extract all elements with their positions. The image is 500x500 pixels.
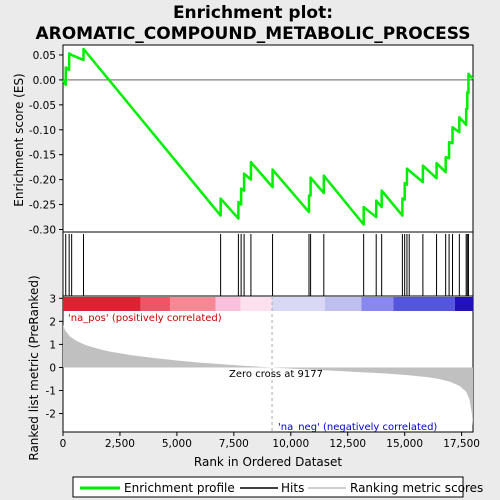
legend-box bbox=[72, 476, 464, 498]
x-tick-label-0: 0 bbox=[60, 438, 67, 450]
heatmap-segment-2 bbox=[170, 297, 216, 311]
zero-cross-label: Zero cross at 9177 bbox=[229, 369, 323, 380]
es-y-axis-label: Enrichment score (ES) bbox=[12, 73, 26, 206]
es-tick-label-5: -0.20 bbox=[29, 175, 56, 187]
es-tick-label-3: -0.10 bbox=[29, 125, 56, 137]
es-tick-label-4: -0.15 bbox=[29, 150, 56, 162]
heatmap-segment-6 bbox=[324, 297, 362, 311]
es-tick-label-0: 0.05 bbox=[33, 50, 56, 62]
heatmap-segment-8 bbox=[393, 297, 455, 311]
heatmap-segment-7 bbox=[361, 297, 394, 311]
x-tick-label-5: 12,500 bbox=[329, 438, 366, 450]
es-tick-label-1: 0.00 bbox=[33, 75, 56, 87]
hits-panel bbox=[62, 231, 474, 297]
ranking-metric-area bbox=[63, 296, 473, 432]
x-tick-label-1: 2,500 bbox=[105, 438, 135, 450]
metric-y-axis-label: Ranked list metric (PreRanked) bbox=[27, 275, 41, 460]
ranking-heatmap-bar bbox=[63, 297, 473, 311]
x-tick-label-7: 17,500 bbox=[443, 438, 480, 450]
metric-tick-label-5: -2 bbox=[46, 409, 56, 421]
pos-correlated-label: 'na_pos' (positively correlated) bbox=[68, 313, 222, 324]
chart-title-line-1: Enrichment plot: bbox=[173, 3, 333, 23]
x-axis-label: Rank in Ordered Dataset bbox=[194, 455, 342, 469]
es-tick-label-2: -0.05 bbox=[29, 100, 56, 112]
es-tick-label-6: -0.25 bbox=[29, 200, 56, 212]
es-line bbox=[61, 47, 474, 226]
x-tick-label-4: 10,000 bbox=[272, 438, 309, 450]
legend-hits-label: Hits bbox=[281, 481, 304, 495]
heatmap-segment-1 bbox=[140, 297, 171, 311]
metric-tick-label-2: 1 bbox=[49, 339, 56, 351]
heatmap-segment-4 bbox=[240, 297, 273, 311]
x-tick-label-6: 15,000 bbox=[386, 438, 423, 450]
heatmap-segment-9 bbox=[454, 297, 473, 311]
metric-tick-label-0: 3 bbox=[49, 293, 56, 305]
heatmap-segment-5 bbox=[272, 297, 325, 311]
heatmap-segment-0 bbox=[63, 297, 141, 311]
es-tick-label-7: -0.30 bbox=[29, 225, 56, 237]
legend: Enrichment profile Hits Ranking metric s… bbox=[72, 476, 483, 498]
metric-tick-label-1: 2 bbox=[49, 316, 56, 328]
neg-correlated-label: 'na_neg' (negatively correlated) bbox=[278, 422, 437, 433]
axes: 0 2,500 5,000 7,500 10,000 12,500 15,000 17,500… bbox=[29, 50, 480, 450]
legend-es-label: Enrichment profile bbox=[124, 481, 235, 495]
metric-tick-label-3: 0 bbox=[49, 362, 56, 374]
hits-ticks bbox=[65, 234, 469, 296]
es-panel bbox=[62, 44, 474, 233]
heatmap-segment-3 bbox=[215, 297, 241, 311]
enrichment-profile bbox=[61, 47, 474, 226]
chart-title-line-2: AROMATIC_COMPOUND_METABOLIC_PROCESS bbox=[35, 24, 470, 44]
x-tick-label-3: 7,500 bbox=[219, 438, 249, 450]
legend-metric-label: Ranking metric scores bbox=[350, 481, 483, 495]
metric-tick-label-4: -1 bbox=[46, 386, 56, 398]
x-tick-label-2: 5,000 bbox=[162, 438, 192, 450]
